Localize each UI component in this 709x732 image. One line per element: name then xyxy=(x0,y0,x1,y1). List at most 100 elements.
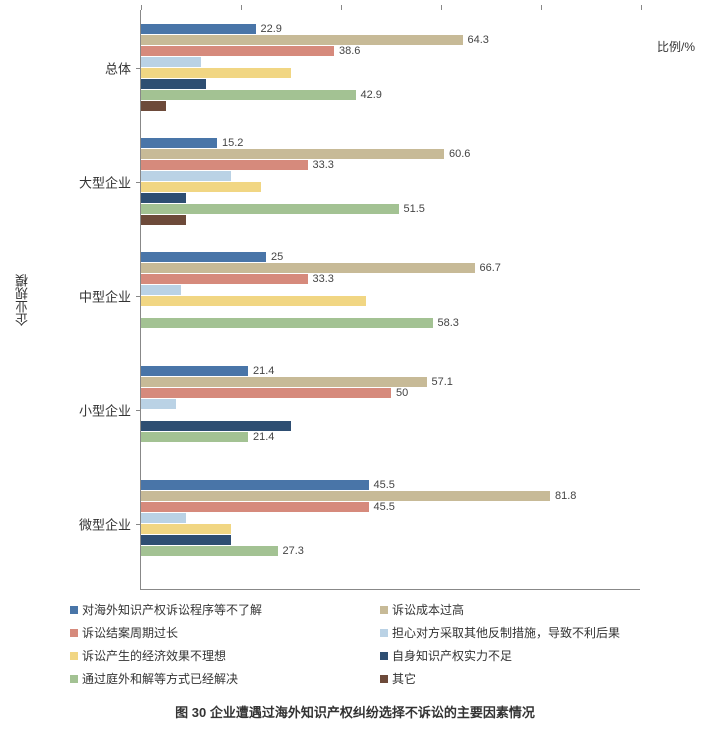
bar xyxy=(141,377,427,387)
bar-value-label: 81.8 xyxy=(555,490,576,502)
bar-value-label: 60.6 xyxy=(449,148,470,160)
legend-label: 担心对方采取其他反制措施，导致不利后果 xyxy=(392,624,620,641)
legend-swatch xyxy=(380,675,388,683)
bar xyxy=(141,285,181,295)
bar-value-label: 64.3 xyxy=(468,34,489,46)
bar-value-label: 21.4 xyxy=(253,431,274,443)
y-axis-title: 企业规模 xyxy=(13,274,32,326)
bar-value-label: 51.5 xyxy=(404,203,425,215)
category-group: 大型企业15.260.633.351.5 xyxy=(141,138,640,226)
x-tick-label: 0.0 xyxy=(133,0,150,2)
bar xyxy=(141,57,201,67)
bar xyxy=(141,24,256,34)
category-label: 微型企业 xyxy=(56,515,131,534)
legend-label: 通过庭外和解等方式已经解决 xyxy=(82,670,238,687)
legend-swatch xyxy=(380,629,388,637)
y-tick-mark xyxy=(136,524,141,525)
bar xyxy=(141,79,206,89)
bar xyxy=(141,171,231,181)
legend-label: 诉讼结案周期过长 xyxy=(82,624,178,641)
legend-swatch xyxy=(380,606,388,614)
legend: 对海外知识产权诉讼程序等不了解诉讼成本过高诉讼结案周期过长 担心对方采取其他反制措… xyxy=(70,598,690,690)
legend-item: 诉讼成本过高 xyxy=(380,598,690,621)
bar-value-label: 42.9 xyxy=(361,89,382,101)
x-tick-mark xyxy=(341,5,342,10)
bar xyxy=(141,101,166,111)
category-label: 总体 xyxy=(56,59,131,78)
bar xyxy=(141,193,186,203)
legend-swatch xyxy=(70,652,78,660)
bar xyxy=(141,502,369,512)
bar xyxy=(141,182,261,192)
x-tick-label: 60.0 xyxy=(429,0,452,2)
x-tick-mark xyxy=(141,5,142,10)
category-group: 中型企业2566.733.358.3 xyxy=(141,252,640,340)
bar xyxy=(141,480,369,490)
bar xyxy=(141,252,266,262)
bar-value-label: 66.7 xyxy=(480,262,501,274)
y-tick-mark xyxy=(136,182,141,183)
legend-item: 自身知识产权实力不足 xyxy=(380,644,690,667)
legend-label: 诉讼产生的经济效果不理想 xyxy=(82,647,226,664)
y-tick-mark xyxy=(136,296,141,297)
x-tick-mark xyxy=(541,5,542,10)
y-tick-mark xyxy=(136,68,141,69)
legend-item: 诉讼结案周期过长 xyxy=(70,621,380,644)
bar xyxy=(141,546,278,556)
legend-item: 对海外知识产权诉讼程序等不了解 xyxy=(70,598,380,621)
bar xyxy=(141,513,186,523)
legend-item: 担心对方采取其他反制措施，导致不利后果 xyxy=(380,621,690,644)
bar xyxy=(141,35,463,45)
category-label: 小型企业 xyxy=(56,401,131,420)
bar-value-label: 22.9 xyxy=(261,23,282,35)
bar xyxy=(141,421,291,431)
bar xyxy=(141,274,308,284)
legend-label: 其它 xyxy=(392,670,416,687)
category-group: 微型企业45.581.845.527.3 xyxy=(141,480,640,568)
bar xyxy=(141,366,248,376)
bar-value-label: 45.5 xyxy=(374,501,395,513)
bar xyxy=(141,524,231,534)
x-axis-ticks: 0.020.040.060.080.0100.0 xyxy=(141,0,640,8)
bar xyxy=(141,491,550,501)
x-tick-mark xyxy=(241,5,242,10)
bar xyxy=(141,90,356,100)
plot-area: 0.020.040.060.080.0100.0 比例/% 企业规模 总体22.… xyxy=(140,10,640,590)
legend-swatch xyxy=(70,675,78,683)
bar-value-label: 33.3 xyxy=(313,159,334,171)
bar xyxy=(141,318,433,328)
category-group: 小型企业21.457.15021.4 xyxy=(141,366,640,454)
bar-value-label: 27.3 xyxy=(283,545,304,557)
legend-swatch xyxy=(70,629,78,637)
bar xyxy=(141,160,308,170)
bar xyxy=(141,296,366,306)
bar xyxy=(141,46,334,56)
x-tick-mark xyxy=(441,5,442,10)
chart-caption: 图 30 企业遭遇过海外知识产权纠纷选择不诉讼的主要因素情况 xyxy=(10,702,700,721)
y-tick-mark xyxy=(136,410,141,411)
bar xyxy=(141,138,217,148)
legend-swatch xyxy=(70,606,78,614)
legend-swatch xyxy=(380,652,388,660)
bar xyxy=(141,432,248,442)
bar xyxy=(141,215,186,225)
category-group: 总体22.964.338.642.9 xyxy=(141,24,640,112)
bar xyxy=(141,263,475,273)
bar-value-label: 45.5 xyxy=(374,479,395,491)
bar-value-label: 50 xyxy=(396,387,408,399)
bar xyxy=(141,204,399,214)
x-tick-label: 20.0 xyxy=(229,0,252,2)
legend-label: 自身知识产权实力不足 xyxy=(392,647,512,664)
bar xyxy=(141,149,444,159)
bar-value-label: 57.1 xyxy=(432,376,453,388)
bar-value-label: 15.2 xyxy=(222,137,243,149)
bar-value-label: 58.3 xyxy=(438,317,459,329)
bar-value-label: 25 xyxy=(271,251,283,263)
legend-item: 诉讼产生的经济效果不理想 xyxy=(70,644,380,667)
x-tick-label: 100.0 xyxy=(626,0,656,2)
bar xyxy=(141,535,231,545)
legend-label: 诉讼成本过高 xyxy=(392,601,464,618)
category-label: 大型企业 xyxy=(56,173,131,192)
category-label: 中型企业 xyxy=(56,287,131,306)
chart-container: 0.020.040.060.080.0100.0 比例/% 企业规模 总体22.… xyxy=(10,10,700,721)
